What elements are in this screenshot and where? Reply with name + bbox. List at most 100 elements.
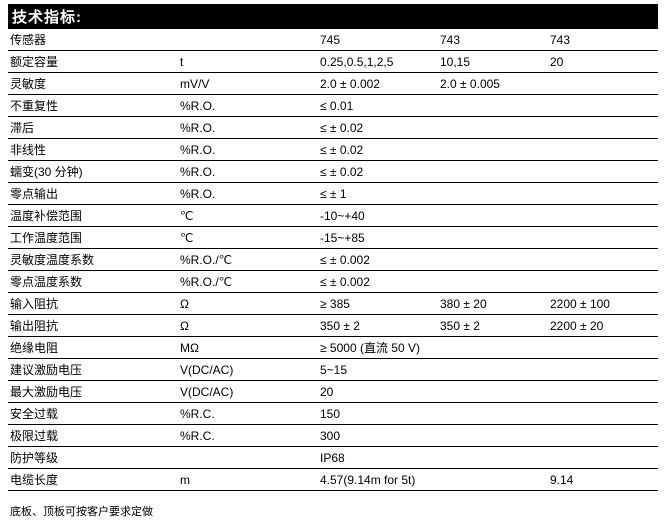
- table-row: 温度补偿范围℃-10~+40: [8, 205, 658, 227]
- table-row: 极限过载%R.C.300: [8, 425, 658, 447]
- table-row: 零点温度系数%R.O./℃≤ ± 0.002: [8, 271, 658, 293]
- spec-table: 传感器745743743额定容量t0.25,0.5,1,2,510,1520灵敏…: [8, 29, 658, 491]
- param-cell: 零点输出: [8, 183, 178, 205]
- value-cell: 0.25,0.5,1,2,5: [318, 51, 438, 73]
- value-cell: -10~+40: [318, 205, 438, 227]
- value-cell: 745: [318, 29, 438, 51]
- table-row: 防护等级 IP68: [8, 447, 658, 469]
- unit-cell: %R.C.: [178, 403, 318, 425]
- value-cell: ≤ ± 0.02: [318, 139, 438, 161]
- table-row: 零点输出%R.O.≤ ± 1: [8, 183, 658, 205]
- table-row: 电缆长度m4.57(9.14m for 5t)9.14: [8, 469, 658, 491]
- value-cell: [438, 139, 548, 161]
- value-cell: [548, 139, 658, 161]
- value-cell: ≤ ± 0.002: [318, 249, 438, 271]
- value-cell: ≤ ± 0.002: [318, 271, 438, 293]
- unit-cell: m: [178, 469, 318, 491]
- param-cell: 蠕变(30 分钟): [8, 161, 178, 183]
- param-cell: 不重复性: [8, 95, 178, 117]
- table-row: 输出阻抗Ω350 ± 2350 ± 22200 ± 20: [8, 315, 658, 337]
- unit-cell: Ω: [178, 315, 318, 337]
- value-cell: [438, 337, 548, 359]
- value-cell: [438, 271, 548, 293]
- value-cell: 2200 ± 20: [548, 315, 658, 337]
- value-cell: [438, 161, 548, 183]
- section-title: 技术指标:: [8, 4, 658, 29]
- value-cell: [548, 403, 658, 425]
- table-row: 灵敏度mV/V2.0 ± 0.0022.0 ± 0.005: [8, 73, 658, 95]
- value-cell: 300: [318, 425, 438, 447]
- unit-cell: ℃: [178, 205, 318, 227]
- unit-cell: V(DC/AC): [178, 381, 318, 403]
- value-cell: ≤ ± 0.02: [318, 161, 438, 183]
- unit-cell: %R.O./℃: [178, 249, 318, 271]
- value-cell: [548, 227, 658, 249]
- value-cell: [548, 359, 658, 381]
- value-cell: [548, 95, 658, 117]
- table-row: 输入阻抗Ω≥ 385380 ± 202200 ± 100: [8, 293, 658, 315]
- value-cell: 5~15: [318, 359, 438, 381]
- unit-cell: t: [178, 51, 318, 73]
- value-cell: [438, 95, 548, 117]
- unit-cell: V(DC/AC): [178, 359, 318, 381]
- value-cell: 4.57(9.14m for 5t): [318, 469, 438, 491]
- value-cell: [438, 117, 548, 139]
- unit-cell: [178, 447, 318, 469]
- value-cell: IP68: [318, 447, 438, 469]
- value-cell: [438, 381, 548, 403]
- value-cell: 350 ± 2: [438, 315, 548, 337]
- unit-cell: MΩ: [178, 337, 318, 359]
- table-row: 建议激励电压V(DC/AC)5~15: [8, 359, 658, 381]
- value-cell: [438, 249, 548, 271]
- param-cell: 输出阻抗: [8, 315, 178, 337]
- value-cell: [438, 403, 548, 425]
- unit-cell: mV/V: [178, 73, 318, 95]
- param-cell: 建议激励电压: [8, 359, 178, 381]
- param-cell: 额定容量: [8, 51, 178, 73]
- unit-cell: [178, 29, 318, 51]
- param-cell: 滞后: [8, 117, 178, 139]
- table-row: 最大激励电压V(DC/AC)20: [8, 381, 658, 403]
- value-cell: 743: [438, 29, 548, 51]
- table-row: 额定容量t0.25,0.5,1,2,510,1520: [8, 51, 658, 73]
- unit-cell: %R.O.: [178, 117, 318, 139]
- table-row: 蠕变(30 分钟)%R.O.≤ ± 0.02: [8, 161, 658, 183]
- spec-sheet: 技术指标: 传感器745743743额定容量t0.25,0.5,1,2,510,…: [0, 0, 666, 525]
- value-cell: [548, 117, 658, 139]
- table-row: 非线性%R.O.≤ ± 0.02: [8, 139, 658, 161]
- table-row: 绝缘电阻MΩ≥ 5000 (直流 50 V): [8, 337, 658, 359]
- param-cell: 电缆长度: [8, 469, 178, 491]
- param-cell: 灵敏度: [8, 73, 178, 95]
- param-cell: 工作温度范围: [8, 227, 178, 249]
- value-cell: 20: [318, 381, 438, 403]
- table-row: 传感器745743743: [8, 29, 658, 51]
- value-cell: 2.0 ± 0.002: [318, 73, 438, 95]
- param-cell: 温度补偿范围: [8, 205, 178, 227]
- value-cell: ≥ 5000 (直流 50 V): [318, 337, 438, 359]
- value-cell: [548, 205, 658, 227]
- table-row: 滞后%R.O.≤ ± 0.02: [8, 117, 658, 139]
- value-cell: [548, 337, 658, 359]
- value-cell: [548, 183, 658, 205]
- param-cell: 防护等级: [8, 447, 178, 469]
- value-cell: ≤ ± 1: [318, 183, 438, 205]
- value-cell: 10,15: [438, 51, 548, 73]
- value-cell: 20: [548, 51, 658, 73]
- unit-cell: %R.O.: [178, 139, 318, 161]
- unit-cell: %R.C.: [178, 425, 318, 447]
- unit-cell: %R.O.: [178, 161, 318, 183]
- value-cell: [438, 447, 548, 469]
- value-cell: [548, 381, 658, 403]
- param-cell: 非线性: [8, 139, 178, 161]
- param-cell: 安全过载: [8, 403, 178, 425]
- param-cell: 输入阻抗: [8, 293, 178, 315]
- value-cell: [548, 271, 658, 293]
- value-cell: ≥ 385: [318, 293, 438, 315]
- param-cell: 传感器: [8, 29, 178, 51]
- value-cell: [548, 425, 658, 447]
- footnote: 底板、顶板可按客户要求定做: [8, 491, 658, 519]
- table-row: 灵敏度温度系数%R.O./℃≤ ± 0.002: [8, 249, 658, 271]
- value-cell: -15~+85: [318, 227, 438, 249]
- param-cell: 最大激励电压: [8, 381, 178, 403]
- value-cell: ≤ ± 0.02: [318, 117, 438, 139]
